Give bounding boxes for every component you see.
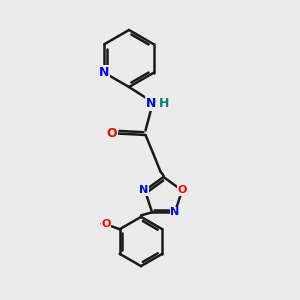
Text: N: N	[170, 207, 180, 217]
Text: O: O	[101, 219, 111, 229]
Text: N: N	[139, 185, 148, 196]
Text: N: N	[146, 97, 156, 110]
Text: O: O	[177, 185, 187, 196]
Text: N: N	[99, 66, 110, 79]
Text: O: O	[106, 127, 117, 140]
Text: H: H	[159, 97, 169, 110]
